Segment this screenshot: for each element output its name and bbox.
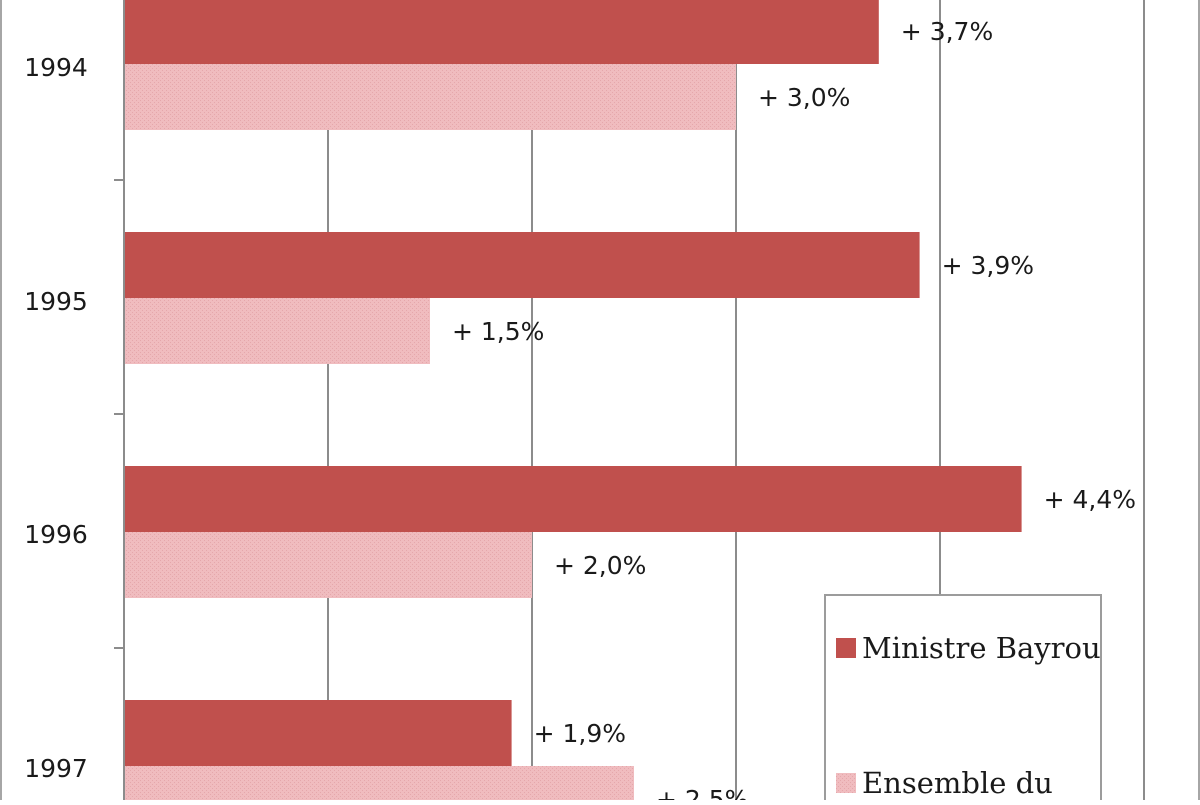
bar-1995-series-1 bbox=[124, 232, 920, 298]
y-axis: 1994 1995 1996 1997 bbox=[24, 0, 125, 800]
data-labels: + 3,7% + 3,0% + 3,9% + 1,5% + 4,4% + 2,0% + 1,… bbox=[452, 17, 1136, 805]
bar-1996-series-2 bbox=[124, 532, 532, 598]
legend-label-series-2: Ensemble du bbox=[862, 766, 1053, 800]
y-tick-label-1996: 1996 bbox=[24, 520, 88, 549]
data-label-1995-series-1: + 3,9% bbox=[942, 251, 1034, 280]
legend-label-series-1: Ministre Bayrou bbox=[862, 631, 1101, 665]
bar-1997-series-2 bbox=[124, 766, 634, 805]
data-label-1996-series-1: + 4,4% bbox=[1044, 485, 1136, 514]
legend-box bbox=[824, 594, 1102, 805]
y-tick-label-1997: 1997 bbox=[24, 754, 88, 783]
bars bbox=[124, 0, 1022, 805]
bar-1994-series-1 bbox=[124, 0, 879, 64]
data-label-1994-series-2: + 3,0% bbox=[758, 83, 850, 112]
bar-1994-series-2 bbox=[124, 64, 736, 130]
y-tick-label-1994: 1994 bbox=[24, 53, 88, 82]
y-tick-label-1995: 1995 bbox=[24, 287, 88, 316]
data-label-1994-series-1: + 3,7% bbox=[901, 17, 993, 46]
bar-1996-series-1 bbox=[124, 466, 1022, 532]
data-label-1997-series-2: + 2,5% bbox=[656, 785, 748, 800]
bar-1995-series-2 bbox=[124, 298, 430, 364]
data-label-1996-series-2: + 2,0% bbox=[554, 551, 646, 580]
gridlines bbox=[327, 0, 1145, 800]
bar-1997-series-1 bbox=[124, 700, 512, 766]
legend: Ministre Bayrou Ensemble du bbox=[824, 594, 1102, 805]
data-label-1997-series-1: + 1,9% bbox=[534, 719, 626, 748]
data-label-1995-series-2: + 1,5% bbox=[452, 317, 544, 346]
legend-swatch-series-2 bbox=[836, 773, 856, 793]
legend-swatch-series-1 bbox=[836, 638, 856, 658]
